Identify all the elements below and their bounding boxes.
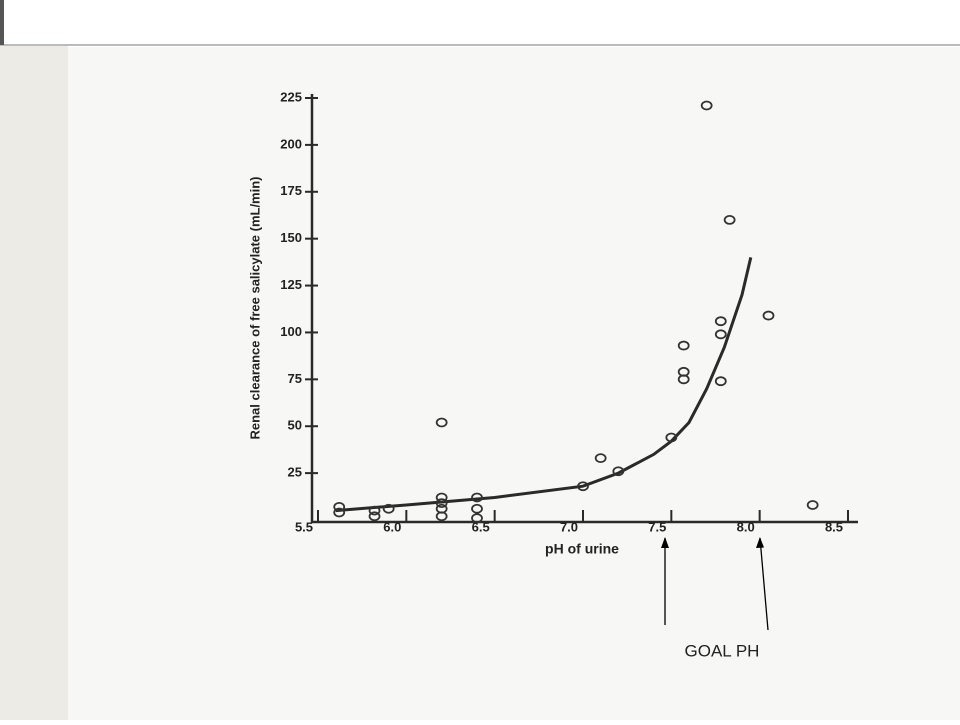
data-point	[435, 498, 448, 509]
data-point	[333, 501, 346, 512]
left-band	[0, 45, 68, 720]
data-point	[714, 329, 727, 340]
data-point	[806, 500, 819, 510]
data-point	[471, 503, 483, 514]
data-point	[333, 507, 346, 518]
y-tick-label: 200	[280, 136, 302, 151]
x-tick-label: 7.5	[648, 519, 666, 534]
data-point	[700, 100, 713, 111]
annotation: GOAL PH	[685, 641, 760, 660]
data-point	[723, 215, 736, 225]
data-point	[435, 492, 448, 503]
y-tick-label: 100	[280, 324, 302, 339]
data-point	[714, 316, 727, 327]
x-tick-label: 7.0	[560, 519, 578, 534]
y-tick-label: 175	[280, 183, 302, 198]
y-tick-label: 75	[288, 371, 302, 386]
fit-curve	[335, 257, 753, 513]
y-tick-label: 150	[280, 230, 302, 245]
data-point	[714, 376, 727, 387]
arrow	[759, 537, 769, 631]
arrow-head	[756, 537, 764, 548]
y-tick-label: 225	[280, 89, 302, 104]
x-tick-label: 8.0	[737, 519, 755, 534]
data-point	[435, 417, 448, 428]
top-band	[0, 0, 960, 45]
y-axis-label: Renal clearance of free salicylate (mL/m…	[247, 177, 262, 440]
x-tick-label: 6.0	[383, 519, 401, 534]
x-tick-label: 5.5	[295, 519, 313, 534]
data-point	[471, 492, 483, 503]
data-point	[435, 511, 448, 522]
data-point	[368, 511, 381, 522]
y-tick-label: 125	[280, 277, 302, 292]
data-point	[677, 366, 690, 377]
data-point	[382, 503, 395, 514]
data-point	[471, 513, 483, 524]
scan-area	[68, 47, 960, 720]
y-tick-label: 50	[288, 418, 302, 433]
x-tick-label: 6.5	[472, 519, 490, 534]
data-point	[612, 466, 625, 477]
x-tick-label: 8.5	[825, 519, 843, 534]
arrow-head	[661, 537, 669, 548]
plot: 25 50 75 100 125 150 175 200 225 5.5 6.0 6.5 7.0 7.5 8…	[247, 89, 858, 557]
data-point	[594, 453, 607, 464]
data-point	[762, 310, 775, 321]
y-tick-label: 25	[288, 465, 302, 480]
data-point	[368, 505, 381, 516]
data-point	[677, 340, 690, 351]
data-point	[665, 432, 678, 443]
data-point	[577, 481, 589, 492]
x-axis-label: pH of urine	[545, 541, 619, 557]
